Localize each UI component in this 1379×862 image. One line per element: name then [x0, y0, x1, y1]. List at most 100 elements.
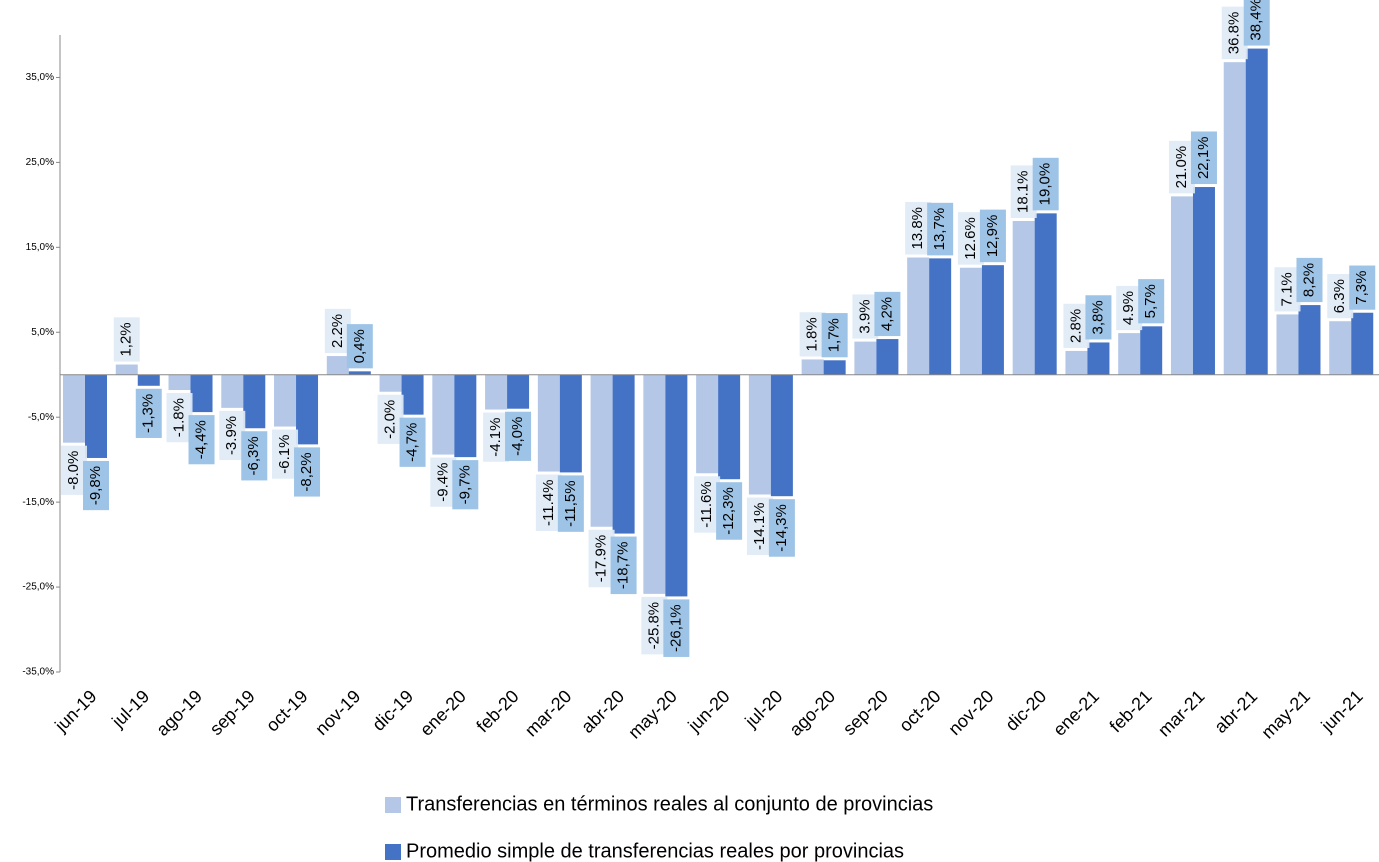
x-tick-label: jul-20: [740, 686, 786, 732]
value-label-box: [219, 410, 246, 461]
value-label-box: [905, 201, 932, 255]
bar: [454, 374, 477, 458]
value-label-box: [557, 475, 584, 532]
value-label-box: [1116, 285, 1143, 331]
value-label-group: -26,1%: [663, 599, 690, 657]
value-label-group: -9.4%: [430, 457, 457, 507]
value-label: 38,4%: [1248, 0, 1265, 41]
bar: [63, 374, 85, 443]
bar: [1170, 196, 1193, 375]
x-tick-label: ene-21: [1049, 686, 1103, 740]
x-tick-label: oct-20: [895, 686, 945, 736]
value-label-box: [113, 317, 140, 362]
value-label-box: [430, 457, 457, 507]
bar: [507, 374, 530, 409]
value-label-box: [483, 412, 510, 462]
bar: [1351, 312, 1374, 375]
value-label-box: [663, 599, 690, 657]
bar: [801, 359, 824, 375]
value-label-group: 3.9%: [852, 294, 879, 339]
value-label-group: 13,7%: [927, 202, 954, 256]
value-label: -8,2%: [298, 452, 315, 491]
value-label-box: [1296, 257, 1323, 303]
value-label-box: [927, 202, 954, 256]
value-label-group: -9,8%: [83, 460, 109, 511]
bar: [1012, 221, 1035, 375]
value-label: 13.8%: [909, 207, 926, 250]
x-tick-label: ago-20: [785, 686, 839, 740]
value-label: -6.1%: [276, 435, 293, 474]
bar: [1065, 350, 1088, 375]
bar: [379, 374, 402, 392]
bar: [168, 374, 191, 391]
value-label-box: [1010, 165, 1037, 219]
value-label: -1.8%: [170, 398, 187, 437]
value-label-box: [1349, 265, 1376, 310]
bar: [537, 374, 560, 472]
value-label-box: [1138, 279, 1165, 324]
y-tick-label: 25,0%: [26, 157, 54, 168]
value-label-group: -4,0%: [505, 411, 532, 461]
value-label-group: 18.1%: [1010, 165, 1037, 219]
value-label-group: 5,7%: [1138, 279, 1165, 324]
value-label-box: [377, 394, 404, 444]
value-label: 12,9%: [984, 215, 1001, 258]
value-label-box: [957, 212, 984, 265]
bar: [401, 374, 424, 415]
bar: [718, 374, 741, 480]
value-label-group: -9,7%: [452, 460, 479, 510]
value-label-group: -25.8%: [641, 596, 668, 655]
bar: [665, 374, 688, 597]
value-label: -14.1%: [751, 502, 768, 550]
value-label-group: 3,8%: [1085, 295, 1112, 340]
value-label-box: [241, 431, 268, 481]
x-tick-label: feb-20: [472, 686, 522, 736]
value-label-group: 0,4%: [346, 324, 373, 369]
bar: [1087, 342, 1110, 375]
value-label: 12.6%: [962, 217, 979, 260]
legend-swatch: [385, 797, 401, 813]
value-label-box: [83, 460, 109, 511]
x-tick-label: jun-20: [683, 686, 733, 736]
bar: [296, 374, 319, 445]
x-tick-label: jul-19: [107, 686, 153, 732]
bar: [643, 374, 666, 594]
value-label-box: [852, 294, 879, 339]
x-tick-label: dic-19: [368, 686, 417, 735]
value-label-box: [61, 445, 87, 495]
value-label: 6.3%: [1331, 279, 1348, 313]
value-label-group: -17.9%: [588, 529, 615, 588]
x-tick-label: feb-21: [1106, 686, 1156, 736]
legend-label: Promedio simple de transferencias reales…: [406, 840, 904, 862]
value-label-group: -3.9%: [219, 410, 246, 461]
value-label: 3.9%: [856, 299, 873, 333]
x-tick-label: oct-19: [262, 686, 312, 736]
y-tick-label: -5,0%: [28, 412, 54, 423]
x-tick-label: mar-21: [1154, 686, 1208, 740]
bar: [1140, 326, 1163, 375]
value-label: -14,3%: [773, 504, 790, 552]
value-label: -4,7%: [404, 423, 421, 462]
value-label-group: -4,7%: [399, 417, 426, 467]
value-label: -4.1%: [487, 418, 504, 457]
value-label-box: [535, 474, 562, 531]
value-label: 22,1%: [1195, 136, 1212, 179]
bar: [1329, 321, 1352, 375]
value-label-box: [610, 536, 637, 595]
bar: [1118, 333, 1141, 375]
value-label-box: [166, 393, 193, 443]
value-label-group: 12,9%: [979, 209, 1006, 263]
value-label-group: -14.1%: [746, 497, 773, 556]
value-label: -26,1%: [667, 604, 684, 652]
value-label-group: -4,4%: [188, 415, 215, 465]
value-label-group: -2.0%: [377, 394, 404, 444]
value-label-group: -6,3%: [241, 431, 268, 481]
value-label-box: [1085, 295, 1112, 340]
value-label: 7.1%: [1278, 272, 1295, 306]
value-label: 8,2%: [1300, 263, 1317, 297]
x-tick-label: ago-19: [152, 686, 206, 740]
value-label-box: [346, 324, 373, 369]
value-label-group: -8.0%: [61, 445, 87, 495]
x-tick-label: sep-20: [839, 686, 892, 739]
bar: [959, 267, 982, 375]
